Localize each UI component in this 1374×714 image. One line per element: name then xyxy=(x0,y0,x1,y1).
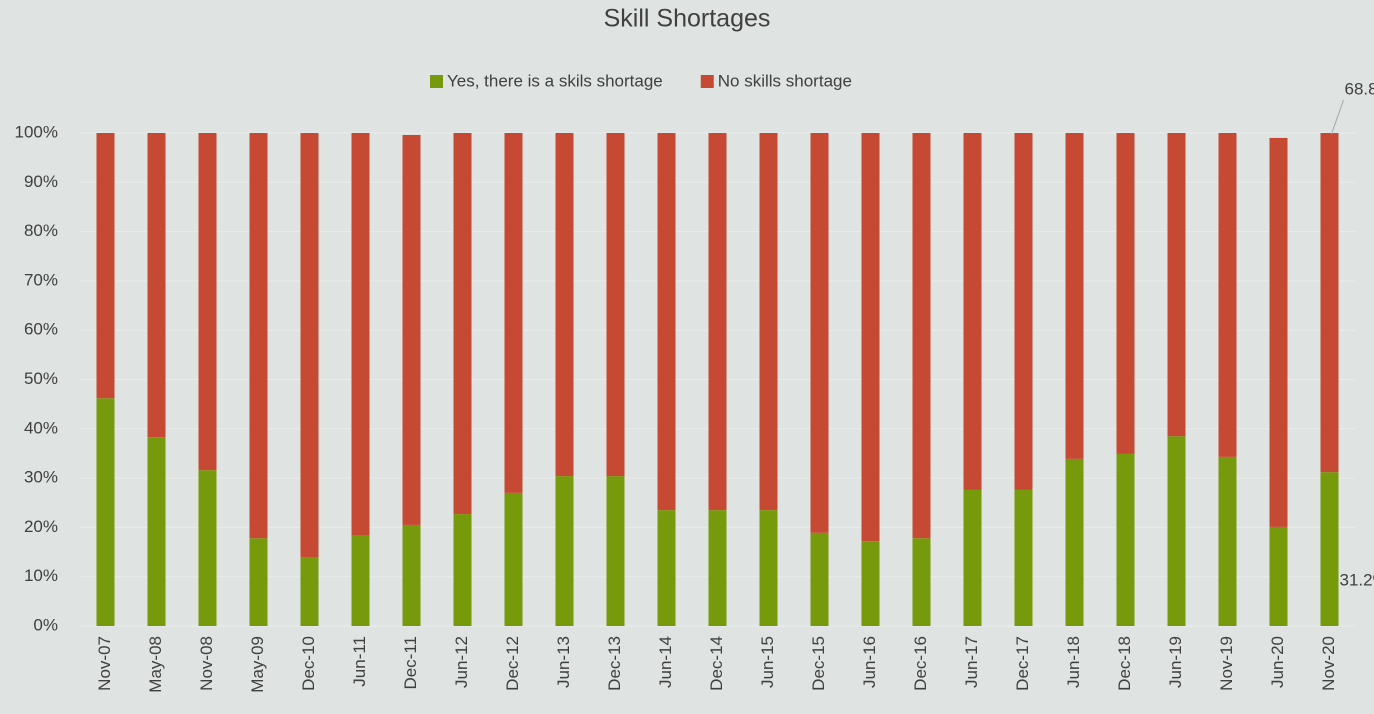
bar-segment xyxy=(300,556,319,626)
bar-segment xyxy=(453,514,472,626)
x-tick-label: Nov-19 xyxy=(1217,636,1236,691)
x-tick-label: Jun-16 xyxy=(860,636,879,688)
x-tick-label: Dec-15 xyxy=(809,636,828,691)
bar-segment xyxy=(759,133,778,511)
x-tick-label: Dec-18 xyxy=(1115,636,1134,691)
y-tick-label: 10% xyxy=(24,566,58,585)
chart-title: Skill Shortages xyxy=(604,5,771,33)
x-tick-label: May-09 xyxy=(248,636,267,693)
x-tick-label: Nov-07 xyxy=(95,636,114,691)
bar-segment xyxy=(147,133,166,438)
x-tick-label: Dec-12 xyxy=(503,636,522,691)
y-tick-label: 60% xyxy=(24,320,58,339)
bar-segment xyxy=(1269,137,1288,527)
y-tick-label: 100% xyxy=(15,122,58,141)
bar-segment xyxy=(1065,133,1084,459)
bar-segment xyxy=(861,541,880,626)
x-tick-label: Dec-13 xyxy=(605,636,624,691)
bar-segment xyxy=(198,470,217,626)
bar-segment xyxy=(300,133,319,557)
bar-segment xyxy=(504,492,523,626)
bar-segment xyxy=(1320,472,1339,626)
bar-segment xyxy=(606,476,625,626)
x-tick-label: Dec-17 xyxy=(1013,636,1032,691)
bar-segment xyxy=(1065,458,1084,626)
bar-segment xyxy=(606,133,625,477)
legend-swatch xyxy=(700,75,714,88)
y-tick-label: 50% xyxy=(24,369,58,388)
x-tick-label: Nov-08 xyxy=(197,636,216,691)
y-tick-label: 40% xyxy=(24,418,58,437)
data-label: 68.8% xyxy=(1345,79,1374,98)
x-tick-label: Jun-18 xyxy=(1064,636,1083,688)
y-tick-label: 20% xyxy=(24,517,58,536)
x-tick-label: Dec-10 xyxy=(299,636,318,691)
x-tick-label: Jun-19 xyxy=(1166,636,1185,688)
leader-line xyxy=(1331,99,1344,135)
bar-segment xyxy=(249,538,268,626)
bar-segment xyxy=(504,133,523,493)
bar-segment xyxy=(1116,453,1135,626)
y-tick-label: 70% xyxy=(24,270,58,289)
bar-segment xyxy=(96,398,115,626)
bar-segment xyxy=(1320,133,1339,473)
bar-segment xyxy=(555,133,574,477)
bar-segment xyxy=(810,532,829,626)
x-tick-label: Jun-17 xyxy=(962,636,981,688)
bar-segment xyxy=(912,133,931,539)
x-tick-label: May-08 xyxy=(146,636,165,693)
y-tick-label: 80% xyxy=(24,221,58,240)
bar-segment xyxy=(402,524,421,626)
bar-segment xyxy=(249,133,268,539)
bar-segment xyxy=(810,133,829,533)
bar-segment xyxy=(759,510,778,626)
x-tick-label: Jun-15 xyxy=(758,636,777,688)
y-tick-label: 0% xyxy=(33,615,58,634)
x-tick-label: Dec-14 xyxy=(707,636,726,691)
bar-segment xyxy=(912,538,931,626)
bar-segment xyxy=(1269,526,1288,626)
bar-segment xyxy=(1167,133,1186,437)
x-tick-label: Dec-11 xyxy=(401,636,420,690)
x-tick-label: Jun-13 xyxy=(554,636,573,688)
legend-label: Yes, there is a skils shortage xyxy=(447,71,663,90)
bar-segment xyxy=(1116,133,1135,454)
x-tick-label: Dec-16 xyxy=(911,636,930,691)
legend-label: No skills shortage xyxy=(718,71,852,90)
y-tick-label: 30% xyxy=(24,468,58,487)
bar-segment xyxy=(1218,133,1237,457)
bar-segment xyxy=(351,535,370,626)
legend-swatch xyxy=(430,75,443,88)
x-tick-label: Jun-11 xyxy=(350,636,369,687)
bar-segment xyxy=(963,489,982,626)
bar-segment xyxy=(708,133,727,511)
bar-segment xyxy=(963,133,982,490)
bar-segment xyxy=(555,476,574,626)
bar-segment xyxy=(96,133,115,399)
bar-segment xyxy=(351,133,370,536)
x-tick-label: Jun-20 xyxy=(1268,636,1287,688)
x-tick-label: Nov-20 xyxy=(1319,636,1338,691)
bar-segment xyxy=(1014,133,1033,490)
bar-segment xyxy=(198,133,217,471)
bar-segment xyxy=(708,510,727,626)
bar-segment xyxy=(1167,436,1186,626)
bar-segment xyxy=(861,133,880,542)
bar-segment xyxy=(657,133,676,511)
bar-segment xyxy=(147,437,166,626)
y-tick-label: 90% xyxy=(24,172,58,191)
x-tick-label: Jun-14 xyxy=(656,636,675,688)
bar-segment xyxy=(453,133,472,515)
bar-segment xyxy=(657,510,676,626)
data-label: 31.2% xyxy=(1340,570,1374,589)
bar-segment xyxy=(1014,489,1033,626)
bar-segment xyxy=(1218,456,1237,626)
bar-segment xyxy=(402,134,421,525)
x-tick-label: Jun-12 xyxy=(452,636,471,688)
